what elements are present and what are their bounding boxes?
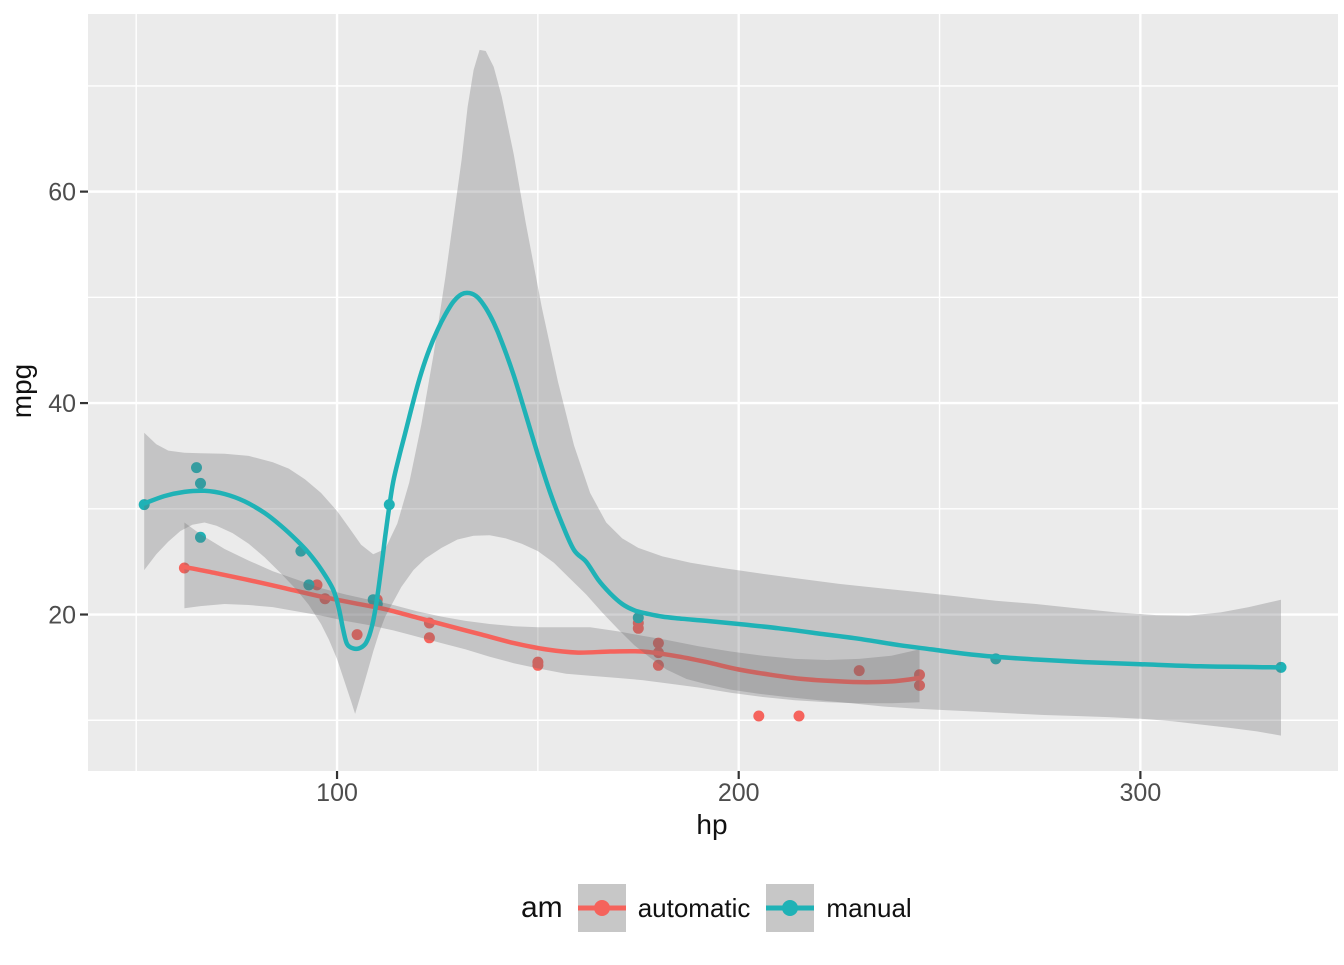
data-point-manual <box>303 579 315 591</box>
data-point-automatic <box>652 659 664 671</box>
x-tick-label: 300 <box>1120 779 1162 807</box>
data-point-automatic <box>532 659 544 671</box>
y-axis-title: mpg <box>6 364 37 418</box>
y-tick-label: 40 <box>48 390 76 418</box>
panel-background <box>88 14 1338 771</box>
data-point-automatic <box>423 632 435 644</box>
data-point-automatic <box>853 665 865 677</box>
data-point-automatic <box>793 710 805 722</box>
y-tick-label: 20 <box>48 602 76 630</box>
data-point-automatic <box>351 629 363 641</box>
x-tick-label: 100 <box>316 779 358 807</box>
data-point-manual <box>195 531 206 543</box>
legend-key-manual-icon <box>766 884 815 932</box>
legend-key-automatic-icon <box>577 884 626 932</box>
legend-title: am <box>521 891 563 924</box>
smooth-line-automatic <box>182 564 922 685</box>
legend: am automatic manual <box>521 884 912 932</box>
legend-item-automatic: automatic <box>577 884 751 932</box>
data-point-manual <box>195 477 206 489</box>
legend-label-automatic: automatic <box>637 892 751 923</box>
x-tick-label: 200 <box>718 779 760 807</box>
confidence-ribbon-automatic <box>184 522 920 704</box>
data-point-automatic <box>753 710 765 722</box>
legend-label-manual: manual <box>826 892 912 923</box>
data-point-automatic <box>652 637 664 649</box>
panel: 100 200 300 20 40 60 <box>48 14 1338 807</box>
data-layer <box>138 49 1287 736</box>
data-point-manual <box>191 462 202 474</box>
x-axis-title: hp <box>696 809 727 840</box>
data-point-automatic <box>914 679 925 691</box>
smooth-line-manual <box>141 290 1284 670</box>
data-point-automatic <box>311 579 323 591</box>
data-point-manual <box>632 612 644 624</box>
y-tick-label: 60 <box>48 179 76 207</box>
legend-item-manual: manual <box>766 884 912 932</box>
